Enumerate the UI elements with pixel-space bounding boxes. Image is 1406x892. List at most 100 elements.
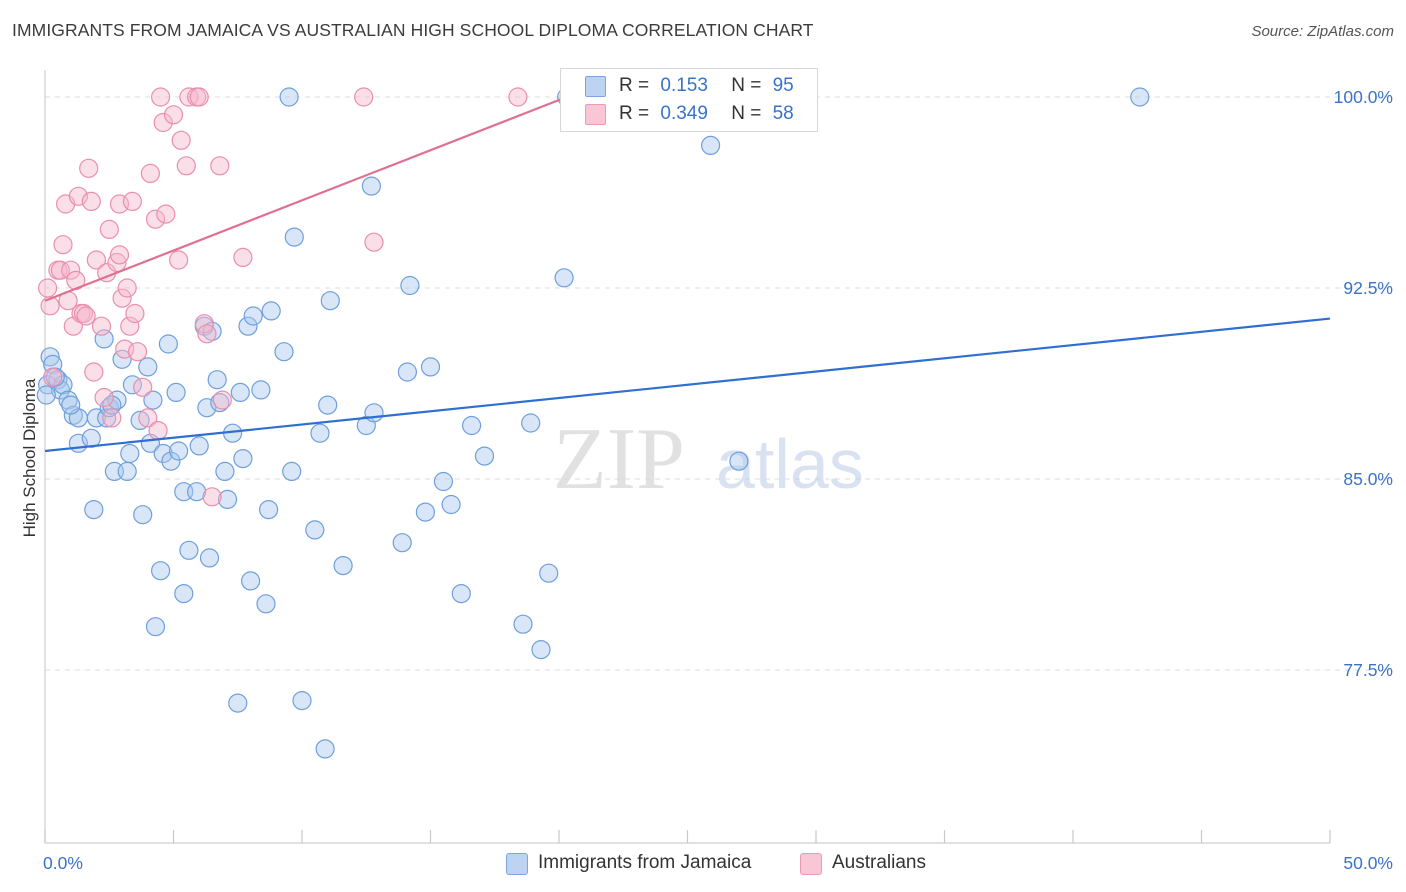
legend-n-value: 58	[772, 103, 794, 124]
data-point	[79, 158, 99, 178]
data-point	[233, 449, 253, 469]
data-point	[521, 413, 541, 433]
data-point	[320, 291, 340, 311]
data-point	[140, 163, 160, 183]
data-point	[84, 500, 104, 520]
data-point	[102, 408, 122, 428]
legend-n-label: N =	[731, 75, 762, 96]
x-tick-label-end: 50.0%	[1343, 853, 1393, 873]
data-point	[127, 342, 148, 362]
data-point	[1130, 87, 1150, 107]
data-point	[433, 471, 453, 492]
data-point	[292, 690, 312, 711]
grid-lines	[45, 96, 1392, 671]
data-point	[138, 357, 158, 377]
data-point	[202, 321, 222, 341]
data-point	[474, 446, 495, 466]
data-point	[207, 370, 227, 390]
data-point	[84, 362, 104, 382]
source-label: Source: ZipAtlas.com	[1251, 23, 1394, 40]
data-point	[125, 303, 145, 324]
data-point	[153, 443, 173, 464]
data-point	[174, 583, 194, 604]
data-point	[50, 260, 71, 280]
data-point	[120, 316, 140, 336]
data-point	[305, 520, 325, 540]
y-tick-label: 85.0%	[1343, 469, 1393, 489]
data-point	[99, 219, 119, 239]
data-point	[91, 316, 112, 336]
data-point	[210, 393, 230, 413]
data-point	[451, 583, 471, 604]
data-point	[122, 191, 142, 211]
y-tick-label: 77.5%	[1343, 660, 1393, 680]
watermark-atlas: atlas	[716, 425, 864, 503]
tick-labels: 77.5% 85.0% 92.5% 100.0% 0.0% 50.0%	[43, 87, 1393, 873]
data-point	[161, 451, 181, 471]
data-point	[151, 87, 171, 107]
data-point	[171, 130, 191, 150]
data-point	[462, 415, 482, 436]
watermark: ZIP atlas	[553, 411, 864, 508]
legend-r-label: R =	[619, 75, 650, 96]
y-tick-label: 92.5%	[1343, 278, 1393, 298]
series-australians-points	[37, 87, 528, 507]
axes	[44, 70, 1331, 844]
data-point	[43, 367, 63, 387]
data-point	[230, 382, 250, 402]
data-point	[392, 533, 412, 553]
data-point	[364, 403, 384, 423]
data-point	[53, 375, 73, 395]
data-point	[166, 382, 186, 402]
data-point	[354, 87, 374, 107]
data-point	[700, 135, 721, 155]
data-point	[117, 461, 137, 481]
data-point	[76, 306, 96, 326]
legend-swatch-pink	[585, 104, 606, 125]
data-point	[151, 561, 171, 581]
data-point	[40, 347, 60, 367]
data-point	[210, 156, 230, 176]
data-point	[513, 614, 533, 634]
data-point	[156, 204, 176, 224]
data-point	[279, 87, 299, 107]
y-axis-label: High School Diploma	[20, 378, 39, 538]
data-point	[145, 209, 166, 229]
data-point	[112, 288, 132, 308]
data-point	[318, 395, 338, 415]
data-point	[143, 390, 163, 410]
chart-title: IMMIGRANTS FROM JAMAICA VS AUSTRALIAN HI…	[12, 20, 814, 40]
data-point	[81, 191, 101, 211]
data-point	[310, 423, 330, 443]
data-point	[179, 87, 199, 107]
data-point	[215, 461, 235, 481]
data-point	[274, 342, 294, 362]
data-point	[729, 451, 749, 471]
data-point	[554, 268, 574, 288]
trend-lines	[44, 95, 1331, 453]
data-point	[364, 232, 384, 252]
data-point	[256, 594, 276, 614]
legend-r-label: R =	[619, 103, 650, 124]
data-point	[158, 334, 178, 354]
data-point	[138, 408, 158, 428]
data-point	[282, 461, 302, 481]
data-point	[441, 494, 461, 515]
data-point	[109, 245, 130, 265]
series-jamaica-points	[36, 87, 1150, 759]
data-point	[202, 487, 222, 507]
data-point	[361, 176, 381, 196]
data-point	[397, 362, 417, 382]
trend-line	[44, 95, 568, 302]
data-point	[259, 500, 279, 520]
data-point	[199, 548, 220, 568]
data-point	[58, 390, 78, 410]
legend-r-value: 0.349	[660, 103, 708, 124]
data-point	[169, 441, 189, 461]
bottom-legend-swatch-blue	[506, 853, 528, 875]
data-point	[163, 105, 184, 125]
data-point	[189, 87, 209, 107]
data-point	[241, 571, 261, 591]
data-point	[94, 329, 114, 349]
